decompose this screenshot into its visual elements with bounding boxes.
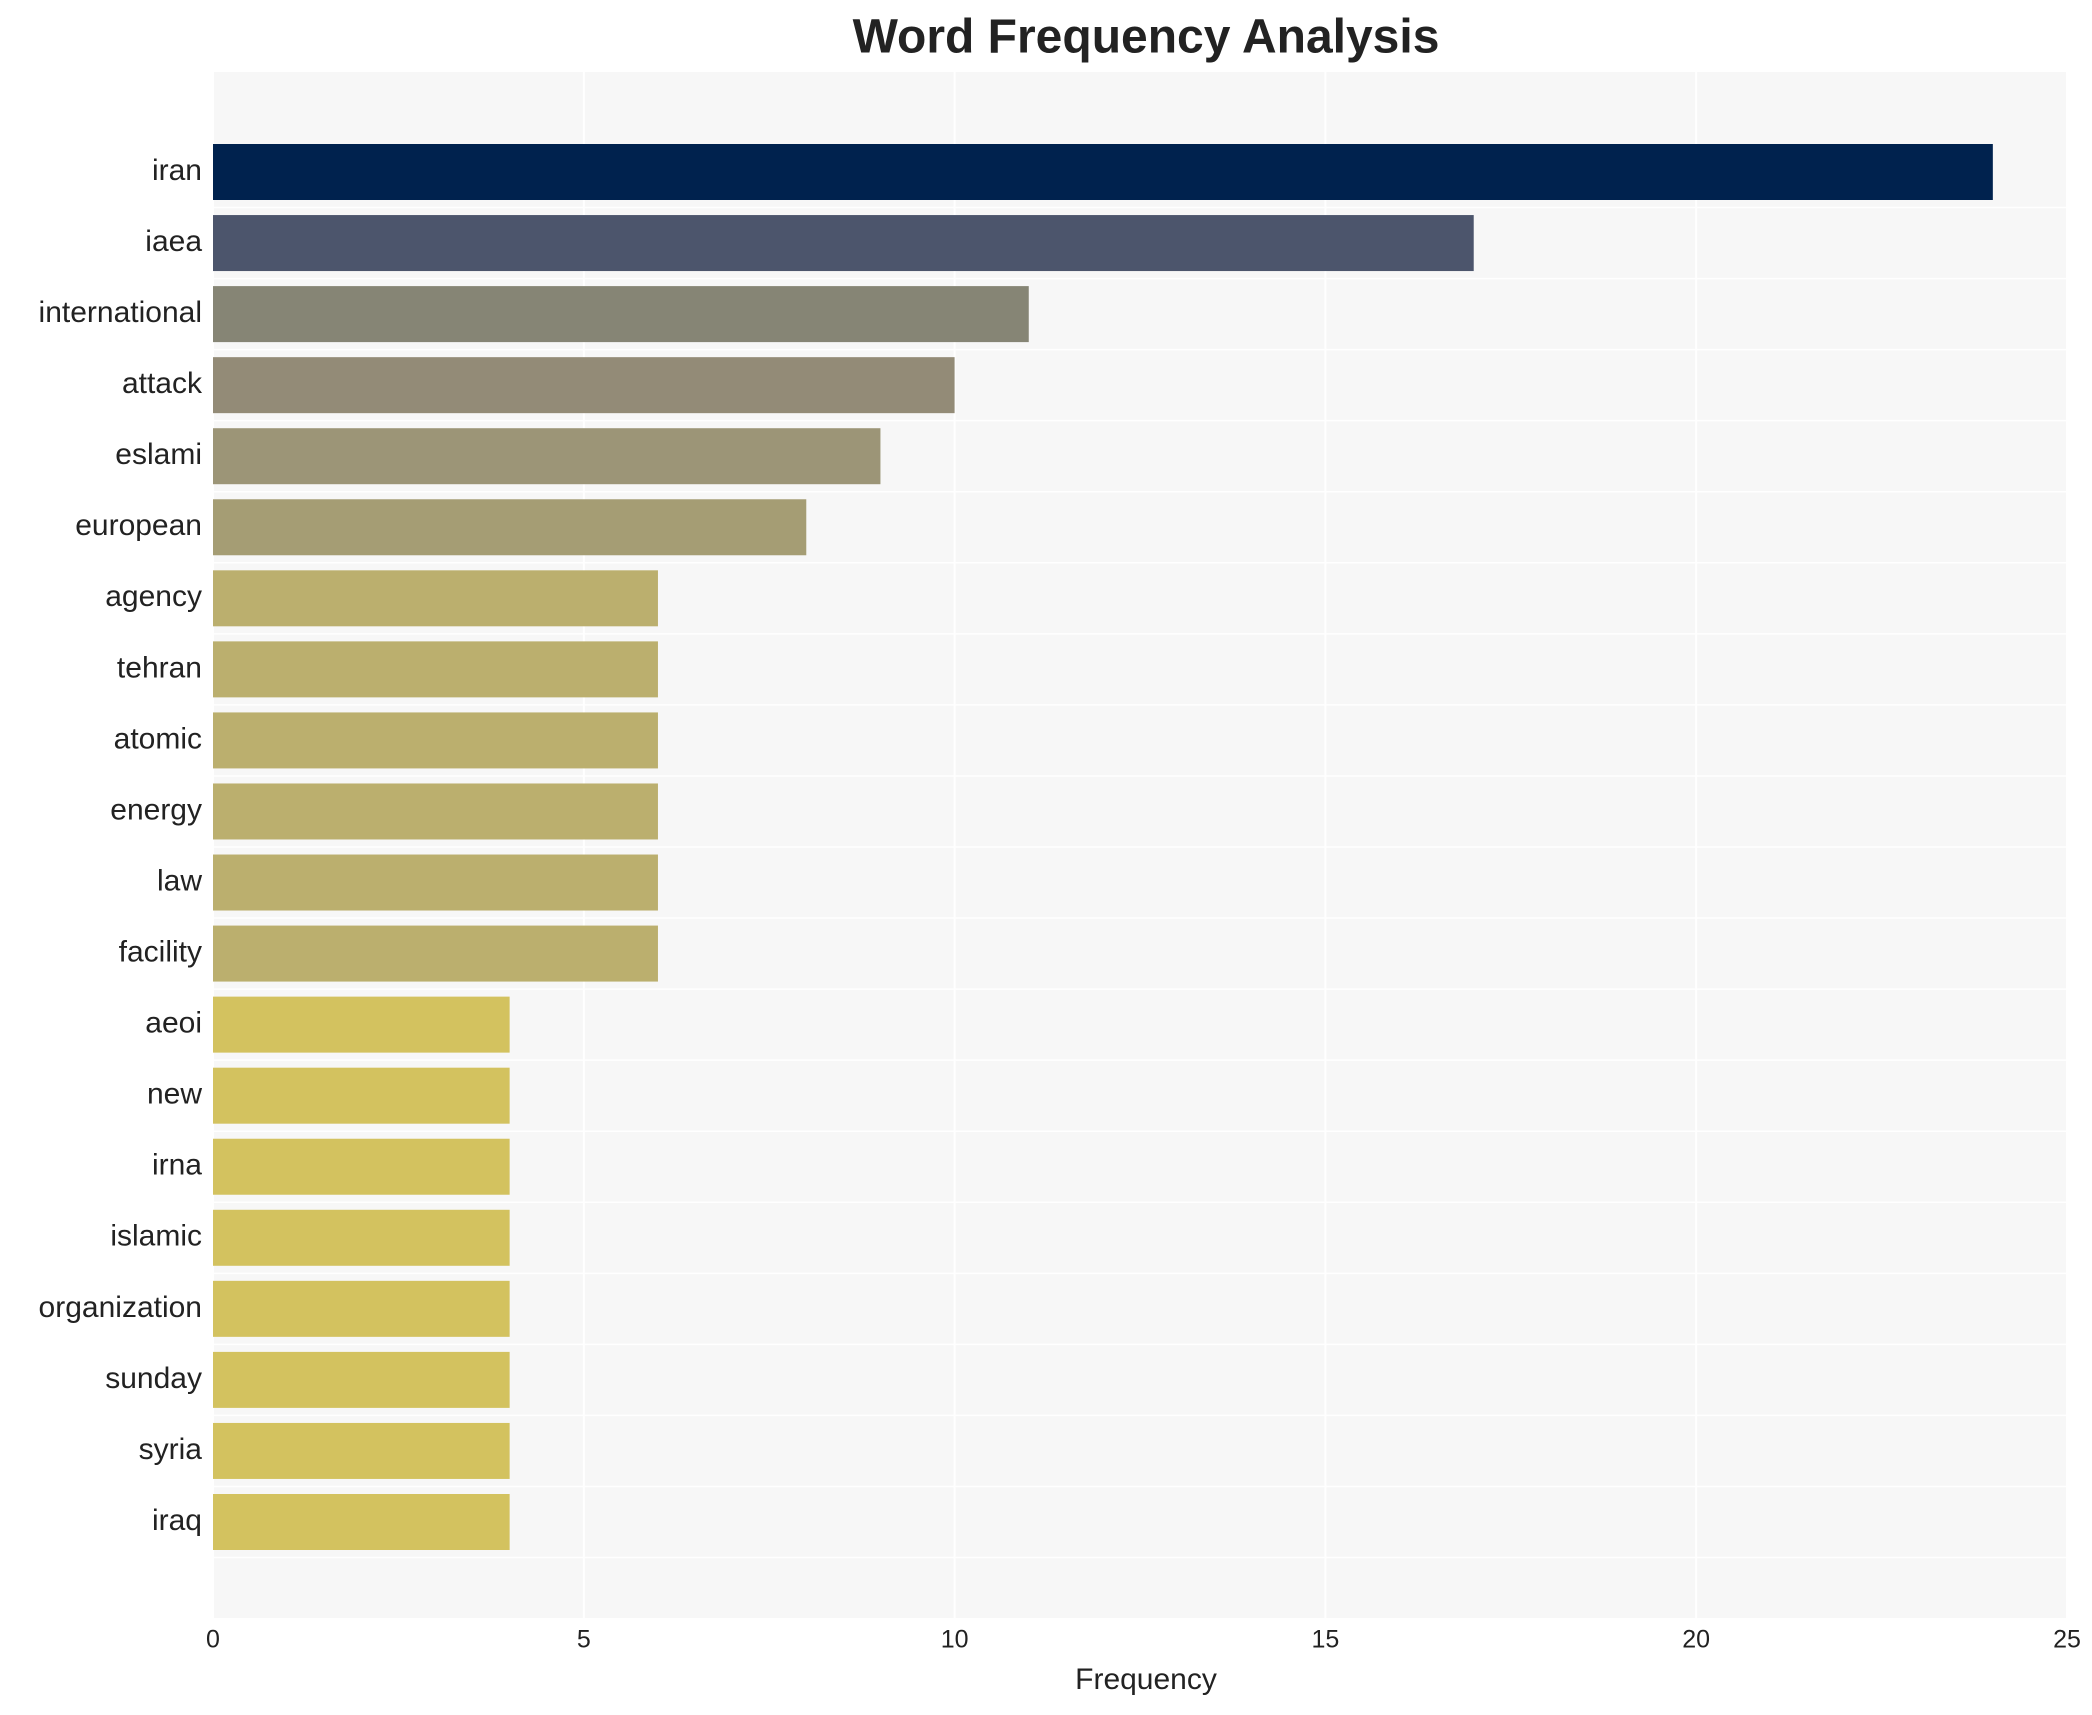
x-tick-label: 0 (206, 1626, 220, 1654)
y-tick-label: sunday (105, 1362, 202, 1395)
bar (213, 357, 955, 414)
bar (213, 499, 807, 556)
bar (213, 925, 658, 982)
x-axis-label: Frequency (1075, 1663, 1217, 1696)
y-tick-label: syria (139, 1433, 203, 1466)
y-tick-label: iaea (145, 225, 202, 258)
y-tick-label: facility (119, 936, 202, 969)
bar (213, 144, 1993, 200)
bar (213, 428, 881, 485)
bar (213, 1209, 510, 1266)
y-tick-label: atomic (114, 722, 202, 755)
y-tick-label: new (147, 1078, 202, 1111)
bar (213, 1138, 510, 1195)
y-tick-label: eslami (115, 438, 202, 471)
y-tick-label: international (39, 296, 202, 329)
bar (213, 215, 1474, 272)
x-tick-label: 25 (2053, 1626, 2081, 1654)
y-tick-label: energy (110, 793, 202, 826)
bar (213, 1280, 510, 1337)
y-tick-label: irna (152, 1149, 202, 1182)
y-tick-label: organization (39, 1291, 202, 1324)
x-tick-label: 10 (941, 1626, 969, 1654)
y-tick-label: iraq (152, 1504, 202, 1537)
y-tick-label: attack (122, 367, 203, 400)
y-tick-label: law (157, 864, 202, 897)
y-tick-label: islamic (110, 1220, 202, 1253)
y-tick-label: tehran (117, 651, 202, 684)
y-tick-label: european (75, 509, 202, 542)
bar (213, 712, 658, 769)
bar (213, 1494, 510, 1550)
x-tick-label: 5 (577, 1626, 591, 1654)
bar (213, 286, 1029, 343)
y-tick-label: agency (105, 580, 202, 613)
bar (213, 1067, 510, 1124)
bar (213, 570, 658, 627)
bar (213, 1351, 510, 1408)
x-tick-label: 20 (1682, 1626, 1710, 1654)
bar (213, 854, 658, 911)
bar (213, 1422, 510, 1479)
y-tick-label: aeoi (145, 1007, 202, 1040)
chart-title: Word Frequency Analysis (853, 11, 1440, 64)
y-tick-label: iran (152, 154, 202, 187)
bar (213, 641, 658, 698)
bar (213, 783, 658, 840)
x-tick-label: 15 (1311, 1626, 1339, 1654)
bar (213, 996, 510, 1053)
